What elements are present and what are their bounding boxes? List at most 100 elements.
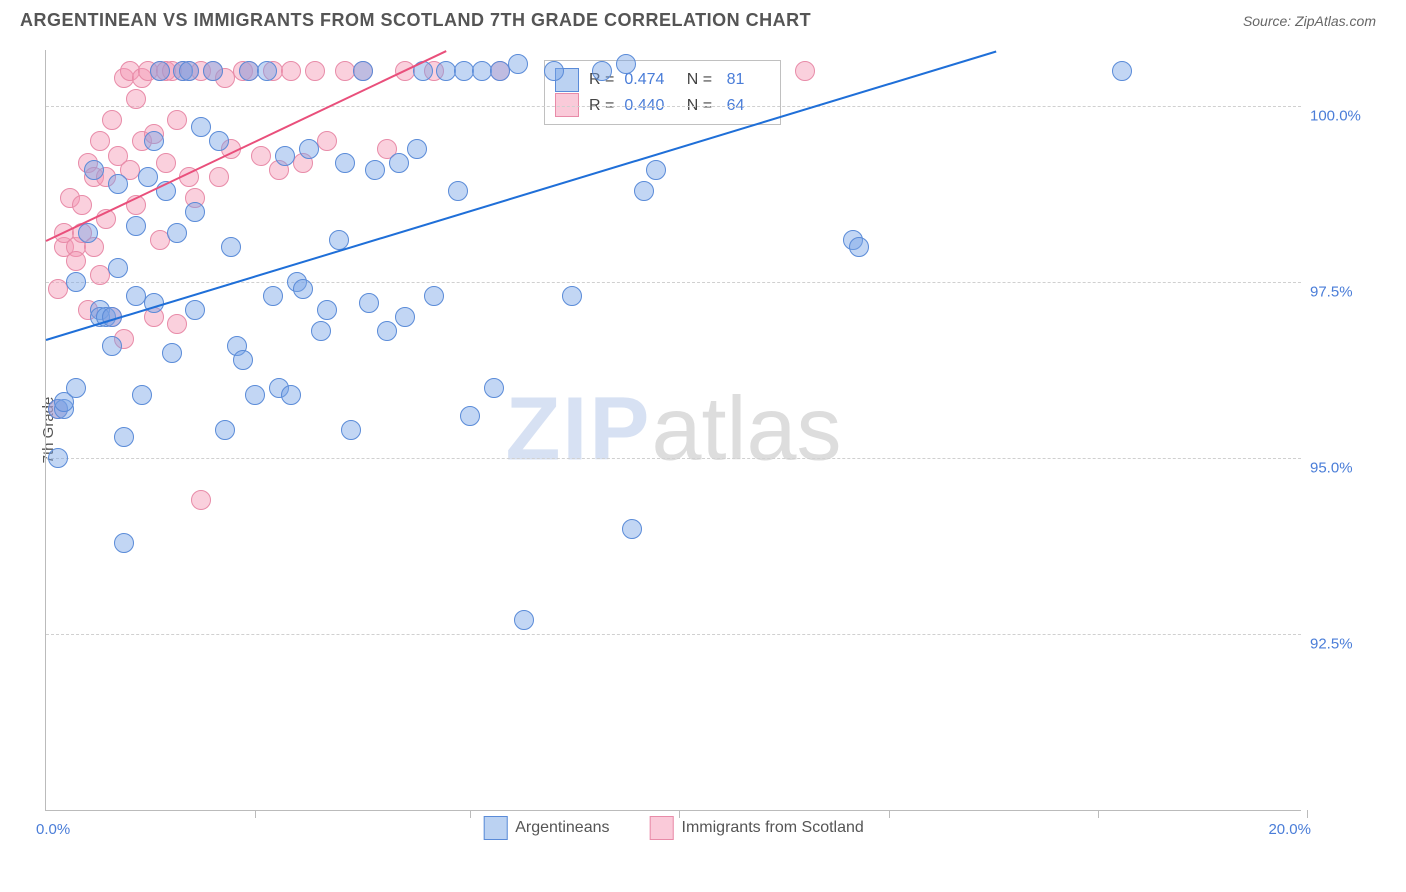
x-axis-label-min: 0.0% — [36, 821, 70, 838]
scatter-point — [66, 272, 86, 292]
scatter-point — [281, 61, 301, 81]
scatter-point — [114, 427, 134, 447]
scatter-point — [317, 131, 337, 151]
scatter-point — [209, 167, 229, 187]
x-tick — [470, 810, 471, 818]
x-tick — [255, 810, 256, 818]
stat-row: R =0.474 N = 81 — [555, 67, 770, 93]
scatter-point — [102, 110, 122, 130]
scatter-point — [293, 279, 313, 299]
scatter-point — [359, 293, 379, 313]
scatter-point — [1112, 61, 1132, 81]
scatter-point — [233, 350, 253, 370]
scatter-point — [795, 61, 815, 81]
scatter-point — [849, 237, 869, 257]
scatter-point — [221, 237, 241, 257]
chart-source: Source: ZipAtlas.com — [1243, 13, 1376, 29]
scatter-point — [185, 202, 205, 222]
scatter-point — [167, 110, 187, 130]
y-tick-label: 92.5% — [1310, 636, 1375, 653]
legend-label: Immigrants from Scotland — [682, 819, 864, 837]
watermark-zip: ZIP — [505, 380, 651, 480]
chart-container: 7th Grade ZIPatlas R =0.474 N = 81R =0.4… — [45, 50, 1385, 810]
scatter-point — [275, 146, 295, 166]
scatter-point — [138, 167, 158, 187]
scatter-point — [514, 610, 534, 630]
scatter-point — [215, 420, 235, 440]
scatter-point — [150, 61, 170, 81]
scatter-point — [335, 153, 355, 173]
scatter-point — [191, 490, 211, 510]
y-tick-label: 97.5% — [1310, 284, 1375, 301]
scatter-point — [156, 153, 176, 173]
scatter-point — [72, 195, 92, 215]
stat-n-label: N = — [682, 67, 712, 93]
scatter-point — [191, 117, 211, 137]
watermark-atlas: atlas — [651, 380, 841, 480]
scatter-point — [377, 321, 397, 341]
legend: Argentineans Immigrants from Scotland — [483, 816, 864, 840]
x-tick — [679, 810, 680, 818]
scatter-point — [622, 519, 642, 539]
scatter-point — [66, 378, 86, 398]
scatter-point — [353, 61, 373, 81]
scatter-point — [90, 131, 110, 151]
gridline-h — [46, 458, 1301, 459]
gridline-h — [46, 634, 1301, 635]
scatter-point — [424, 286, 444, 306]
scatter-point — [365, 160, 385, 180]
scatter-point — [167, 314, 187, 334]
scatter-point — [126, 89, 146, 109]
scatter-point — [144, 131, 164, 151]
legend-swatch — [650, 816, 674, 840]
scatter-point — [544, 61, 564, 81]
scatter-point — [102, 336, 122, 356]
scatter-point — [126, 216, 146, 236]
scatter-point — [251, 146, 271, 166]
y-tick-label: 95.0% — [1310, 460, 1375, 477]
scatter-point — [646, 160, 666, 180]
scatter-point — [257, 61, 277, 81]
scatter-point — [108, 258, 128, 278]
scatter-point — [114, 533, 134, 553]
scatter-point — [108, 174, 128, 194]
scatter-point — [634, 181, 654, 201]
scatter-point — [84, 160, 104, 180]
x-tick — [889, 810, 890, 818]
gridline-h — [46, 106, 1301, 107]
scatter-point — [132, 385, 152, 405]
scatter-point — [311, 321, 331, 341]
scatter-point — [281, 385, 301, 405]
scatter-point — [305, 61, 325, 81]
scatter-point — [562, 286, 582, 306]
y-tick-label: 100.0% — [1310, 108, 1375, 125]
scatter-point — [203, 61, 223, 81]
scatter-point — [484, 378, 504, 398]
scatter-point — [299, 139, 319, 159]
scatter-point — [341, 420, 361, 440]
scatter-point — [407, 139, 427, 159]
x-tick — [1098, 810, 1099, 818]
scatter-point — [448, 181, 468, 201]
legend-item: Immigrants from Scotland — [650, 816, 864, 840]
chart-title: ARGENTINEAN VS IMMIGRANTS FROM SCOTLAND … — [20, 10, 811, 31]
scatter-point — [78, 223, 98, 243]
scatter-point — [616, 54, 636, 74]
correlation-stats-box: R =0.474 N = 81R =0.440 N = 64 — [544, 60, 781, 125]
legend-label: Argentineans — [515, 819, 609, 837]
scatter-point — [66, 251, 86, 271]
scatter-point — [592, 61, 612, 81]
legend-item: Argentineans — [483, 816, 609, 840]
scatter-point — [245, 385, 265, 405]
scatter-point — [263, 286, 283, 306]
scatter-point — [389, 153, 409, 173]
scatter-point — [317, 300, 337, 320]
legend-swatch — [483, 816, 507, 840]
scatter-point — [162, 343, 182, 363]
scatter-point — [508, 54, 528, 74]
x-tick — [1307, 810, 1308, 818]
scatter-point — [209, 131, 229, 151]
scatter-point — [179, 61, 199, 81]
scatter-point — [48, 448, 68, 468]
stat-n-value: 81 — [722, 67, 770, 93]
